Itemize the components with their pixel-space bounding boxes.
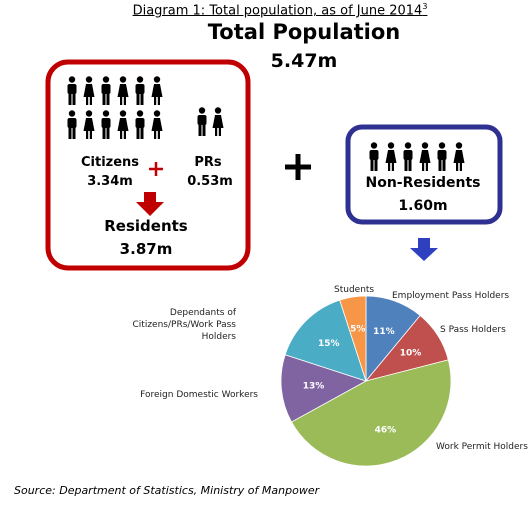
- residents-label: Residents: [104, 217, 188, 235]
- category-label: Students: [334, 285, 375, 295]
- person-icon: [117, 110, 129, 139]
- person-icon: [212, 107, 224, 136]
- person-icon: [437, 142, 447, 171]
- person-icon: [101, 110, 111, 139]
- residents-value: 3.87m: [119, 240, 173, 258]
- arrow-down: [410, 238, 438, 261]
- source: Source: Department of Statistics, Minist…: [14, 484, 320, 497]
- value-label: 10%: [400, 348, 422, 358]
- pie-slice: [290, 359, 452, 467]
- person-icon: [117, 76, 129, 105]
- value-label: 46%: [375, 425, 397, 435]
- prs-value: 0.53m: [187, 174, 233, 189]
- person-icon: [419, 142, 431, 171]
- prs-label: PRs: [194, 155, 222, 170]
- person-icon: [135, 76, 145, 105]
- plus-sign: [149, 162, 163, 176]
- citizens-label: Citizens: [80, 155, 140, 170]
- category-label: Foreign Domestic Workers: [140, 390, 258, 400]
- caption-text: Diagram 1: Total population, as of June …: [132, 3, 423, 19]
- pie-slice: [284, 299, 367, 382]
- person-icon: [67, 110, 77, 139]
- category-label: S Pass Holders: [440, 325, 506, 335]
- person-icon: [151, 110, 163, 139]
- non-residents-box: [345, 124, 503, 225]
- person-icon: [83, 110, 95, 139]
- value-label: 15%: [318, 339, 340, 349]
- total-value: 5.47m: [270, 50, 338, 72]
- person-icon: [197, 107, 207, 136]
- pie-slice: [339, 295, 367, 382]
- value-label: 13%: [303, 381, 325, 391]
- person-icon: [101, 76, 111, 105]
- residents-box: [45, 59, 251, 271]
- pie-slice: [280, 354, 368, 423]
- person-icon: [135, 110, 145, 139]
- non-residents-label: Non-Residents: [365, 175, 481, 191]
- category-label: Dependants of Citizens/PRs/Work Pass Hol…: [132, 308, 236, 342]
- non-residents-value: 1.60m: [398, 198, 448, 214]
- arrow-down: [136, 192, 164, 216]
- person-icon: [369, 142, 379, 171]
- category-label: Work Permit Holders: [436, 442, 528, 452]
- category-label: Employment Pass Holders: [392, 291, 510, 301]
- value-label: 5%: [350, 324, 365, 334]
- person-icon: [453, 142, 465, 171]
- caption-superscript: 3: [422, 2, 428, 11]
- total-title: Total Population: [207, 20, 401, 44]
- person-icon: [385, 142, 397, 171]
- person-icon: [403, 142, 413, 171]
- person-icon: [83, 76, 95, 105]
- person-icon: [151, 76, 163, 105]
- caption: Diagram 1: Total population, as of June …: [133, 2, 428, 18]
- citizens-value: 3.34m: [87, 174, 133, 189]
- person-icon: [67, 76, 77, 105]
- pie-chart: 11% 10% 46% 13% 15% 5%: [280, 295, 452, 467]
- plus-sign: [285, 154, 311, 180]
- value-label: 11%: [373, 327, 395, 337]
